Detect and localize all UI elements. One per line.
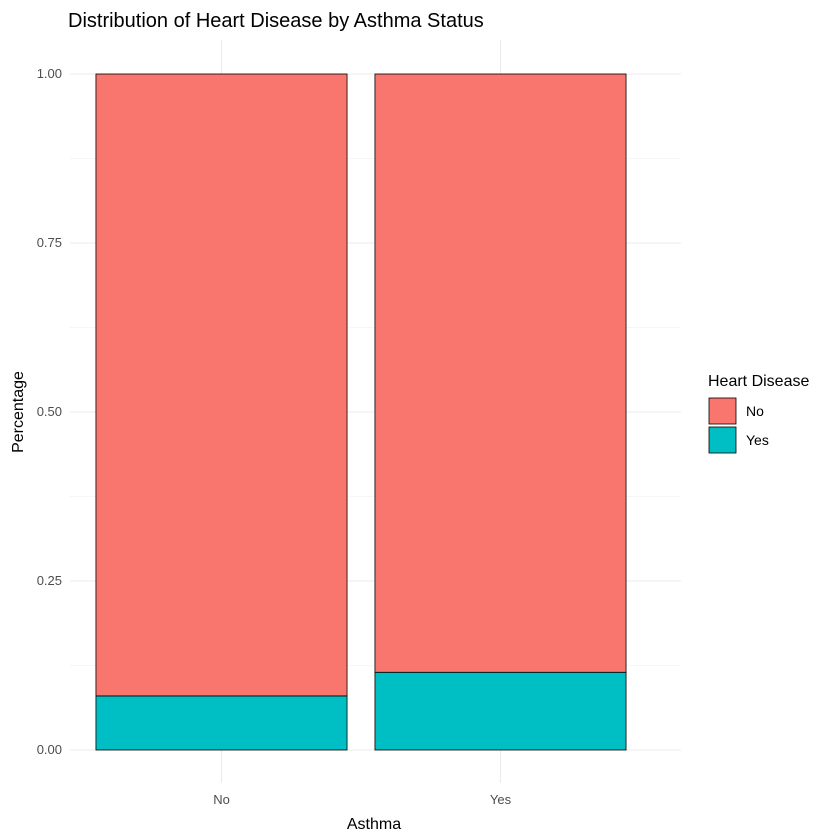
legend-key-yes bbox=[708, 426, 737, 454]
legend: Heart Disease No Yes bbox=[708, 373, 809, 454]
x-tick-label: Yes bbox=[490, 792, 512, 807]
legend-label-no: No bbox=[746, 403, 764, 419]
bar-yes-no bbox=[374, 73, 627, 673]
legend-key-no bbox=[708, 397, 737, 425]
x-tick-label: No bbox=[213, 792, 230, 807]
y-tick-label: 0.50 bbox=[37, 404, 62, 419]
y-tick-label: 1.00 bbox=[37, 66, 62, 81]
y-tick-label: 0.75 bbox=[37, 235, 62, 250]
bar-no-no bbox=[95, 73, 348, 697]
y-axis-title: Percentage bbox=[10, 371, 27, 453]
x-axis-ticks: No Yes bbox=[213, 792, 511, 807]
legend-label-yes: Yes bbox=[746, 432, 769, 448]
y-tick-label: 0.00 bbox=[37, 742, 62, 757]
y-axis-ticks: 0.00 0.25 0.50 0.75 1.00 bbox=[37, 66, 62, 757]
y-tick-label: 0.25 bbox=[37, 573, 62, 588]
legend-title: Heart Disease bbox=[708, 373, 809, 390]
x-axis-title: Asthma bbox=[347, 816, 401, 833]
bars-group bbox=[95, 73, 627, 751]
bar-no-yes bbox=[95, 695, 348, 751]
bar-yes-yes bbox=[374, 671, 627, 751]
chart-title: Distribution of Heart Disease by Asthma … bbox=[68, 10, 484, 32]
